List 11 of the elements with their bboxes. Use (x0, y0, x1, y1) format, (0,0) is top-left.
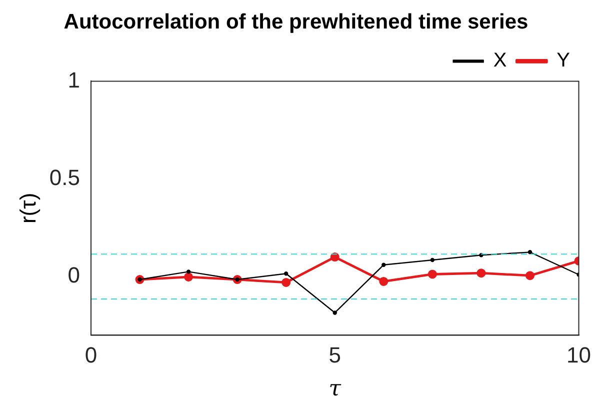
legend-label: Y (556, 50, 570, 72)
x-tick-label: 0 (84, 342, 98, 368)
y-tick-label: 0 (68, 262, 80, 288)
x-tick-label: 10 (566, 342, 592, 368)
legend-label: X (493, 50, 507, 72)
y-tick-label: 0.5 (49, 164, 80, 190)
chart-title: Autocorrelation of the prewhitened time series (64, 10, 528, 34)
y-tick-label: 1 (68, 67, 80, 92)
y-axis-title: r(τ) (15, 192, 40, 224)
x-axis-title: τ (328, 376, 342, 402)
x-tick-label: 5 (328, 342, 341, 368)
